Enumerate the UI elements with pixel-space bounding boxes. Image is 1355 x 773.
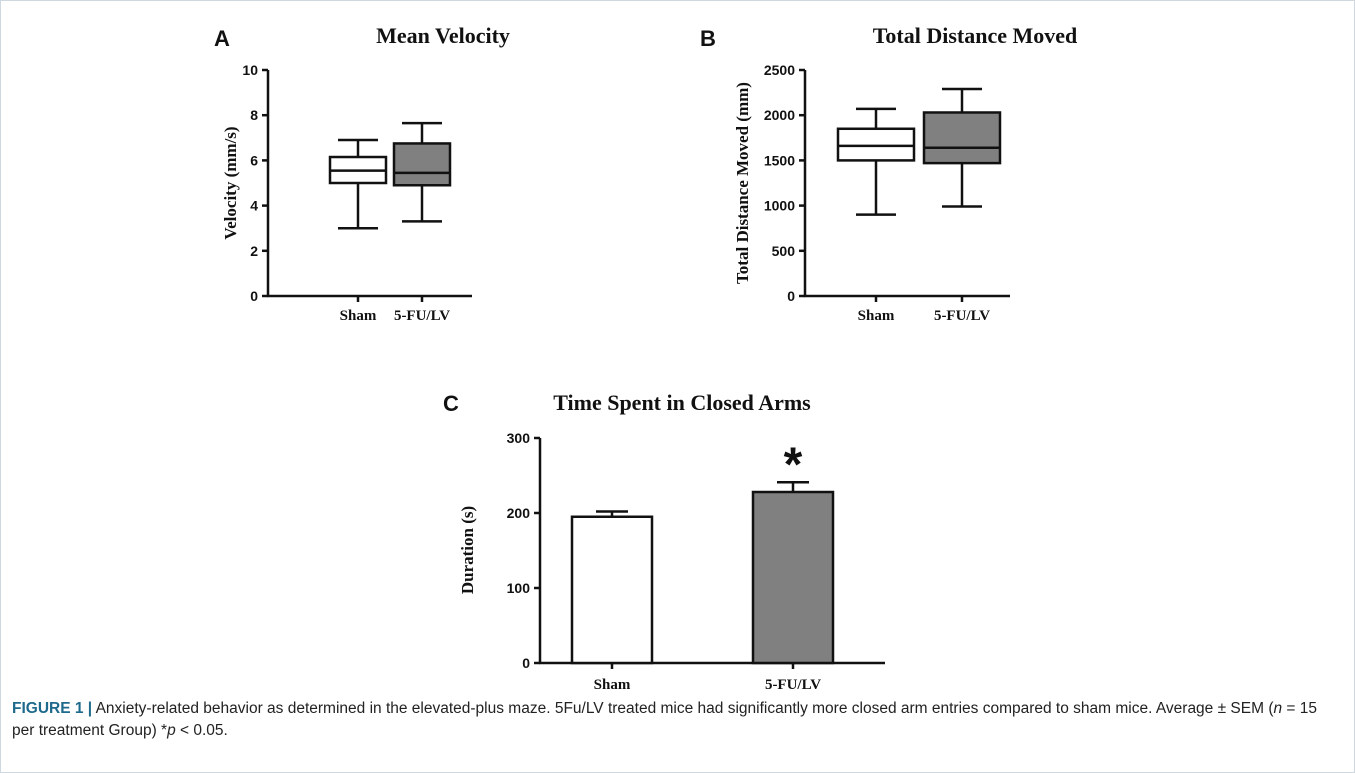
- panel-c-y-label: Duration (s): [458, 506, 477, 594]
- caption-n-symbol: n: [1273, 700, 1283, 717]
- panel-a-letter: A: [214, 26, 230, 51]
- panel-c-x-tick-label: 5-FU/LV: [765, 677, 821, 690]
- bar: [570, 515, 654, 665]
- panel-a-box-1: [392, 121, 452, 223]
- panel-a-title: Mean Velocity: [376, 23, 510, 48]
- panel-c-bar-1: [751, 481, 835, 665]
- panel-a-box-0: [328, 138, 388, 230]
- panel-a-y-tick-label: 0: [250, 288, 258, 304]
- panel-a-y-tick-label: 2: [250, 243, 258, 259]
- panel-b-box-0: [836, 107, 916, 216]
- panel-a-y-tick-label: 8: [250, 107, 258, 123]
- caption-text-2: = 15 per treatment Group) *: [12, 700, 1318, 739]
- panel-c-x-tick-label: Sham: [594, 677, 631, 690]
- panel-b-x-tick-label: 5-FU/LV: [934, 308, 990, 324]
- panel-c-letter: C: [443, 391, 459, 416]
- panel-a-x-tick-label: 5-FU/LV: [394, 308, 450, 324]
- panel-b-y-label: Total Distance Moved (mm): [733, 82, 752, 284]
- panel-c-y-tick-label: 300: [507, 430, 531, 446]
- panel-c-y-tick-label: 100: [507, 580, 531, 596]
- panel-b-x-tick-label: Sham: [858, 308, 895, 324]
- panel-c-significance-mark: *: [784, 438, 803, 491]
- caption-label: FIGURE 1 |: [12, 700, 93, 717]
- panel-a-x-tick-label: Sham: [340, 308, 377, 324]
- box-iqr: [922, 111, 1002, 165]
- box-iqr: [836, 127, 916, 162]
- panel-b-title: Total Distance Moved: [873, 23, 1078, 48]
- panel-b-y-tick-label: 1500: [764, 152, 795, 168]
- panel-a-y-tick-label: 4: [250, 198, 258, 214]
- panel-b-y-tick-label: 2500: [764, 62, 795, 78]
- figure-caption: FIGURE 1 | Anxiety-related behavior as d…: [12, 698, 1332, 742]
- caption-text-1: Anxiety-related behavior as determined i…: [92, 700, 1274, 717]
- figure-canvas: A Mean Velocity 0 2 4 6 8 10 Sham 5-FU/LV Velocity…: [214, 23, 1078, 690]
- bar: [751, 490, 835, 665]
- panel-b-y-tick-label: 500: [772, 243, 796, 259]
- panel-c-y-tick-label: 200: [507, 505, 531, 521]
- panel-a-y-tick-label: 10: [242, 62, 258, 78]
- caption-p-symbol: p: [167, 722, 176, 739]
- caption-text-3: < 0.05.: [175, 722, 228, 739]
- panel-c-bar-0: [570, 510, 654, 665]
- panel-a-y-tick-label: 6: [250, 152, 258, 168]
- panel-b-y-tick-label: 2000: [764, 107, 795, 123]
- panel-a-y-label: Velocity (mm/s): [221, 126, 240, 239]
- panel-b-y-tick-label: 1000: [764, 198, 795, 214]
- panel-b-letter: B: [700, 26, 716, 51]
- box-iqr: [392, 142, 452, 187]
- panel-b-y-tick-label: 0: [787, 288, 795, 304]
- panel-c-y-tick-label: 0: [522, 655, 530, 671]
- panel-b-box-1: [922, 87, 1002, 208]
- panel-c-title: Time Spent in Closed Arms: [553, 390, 811, 415]
